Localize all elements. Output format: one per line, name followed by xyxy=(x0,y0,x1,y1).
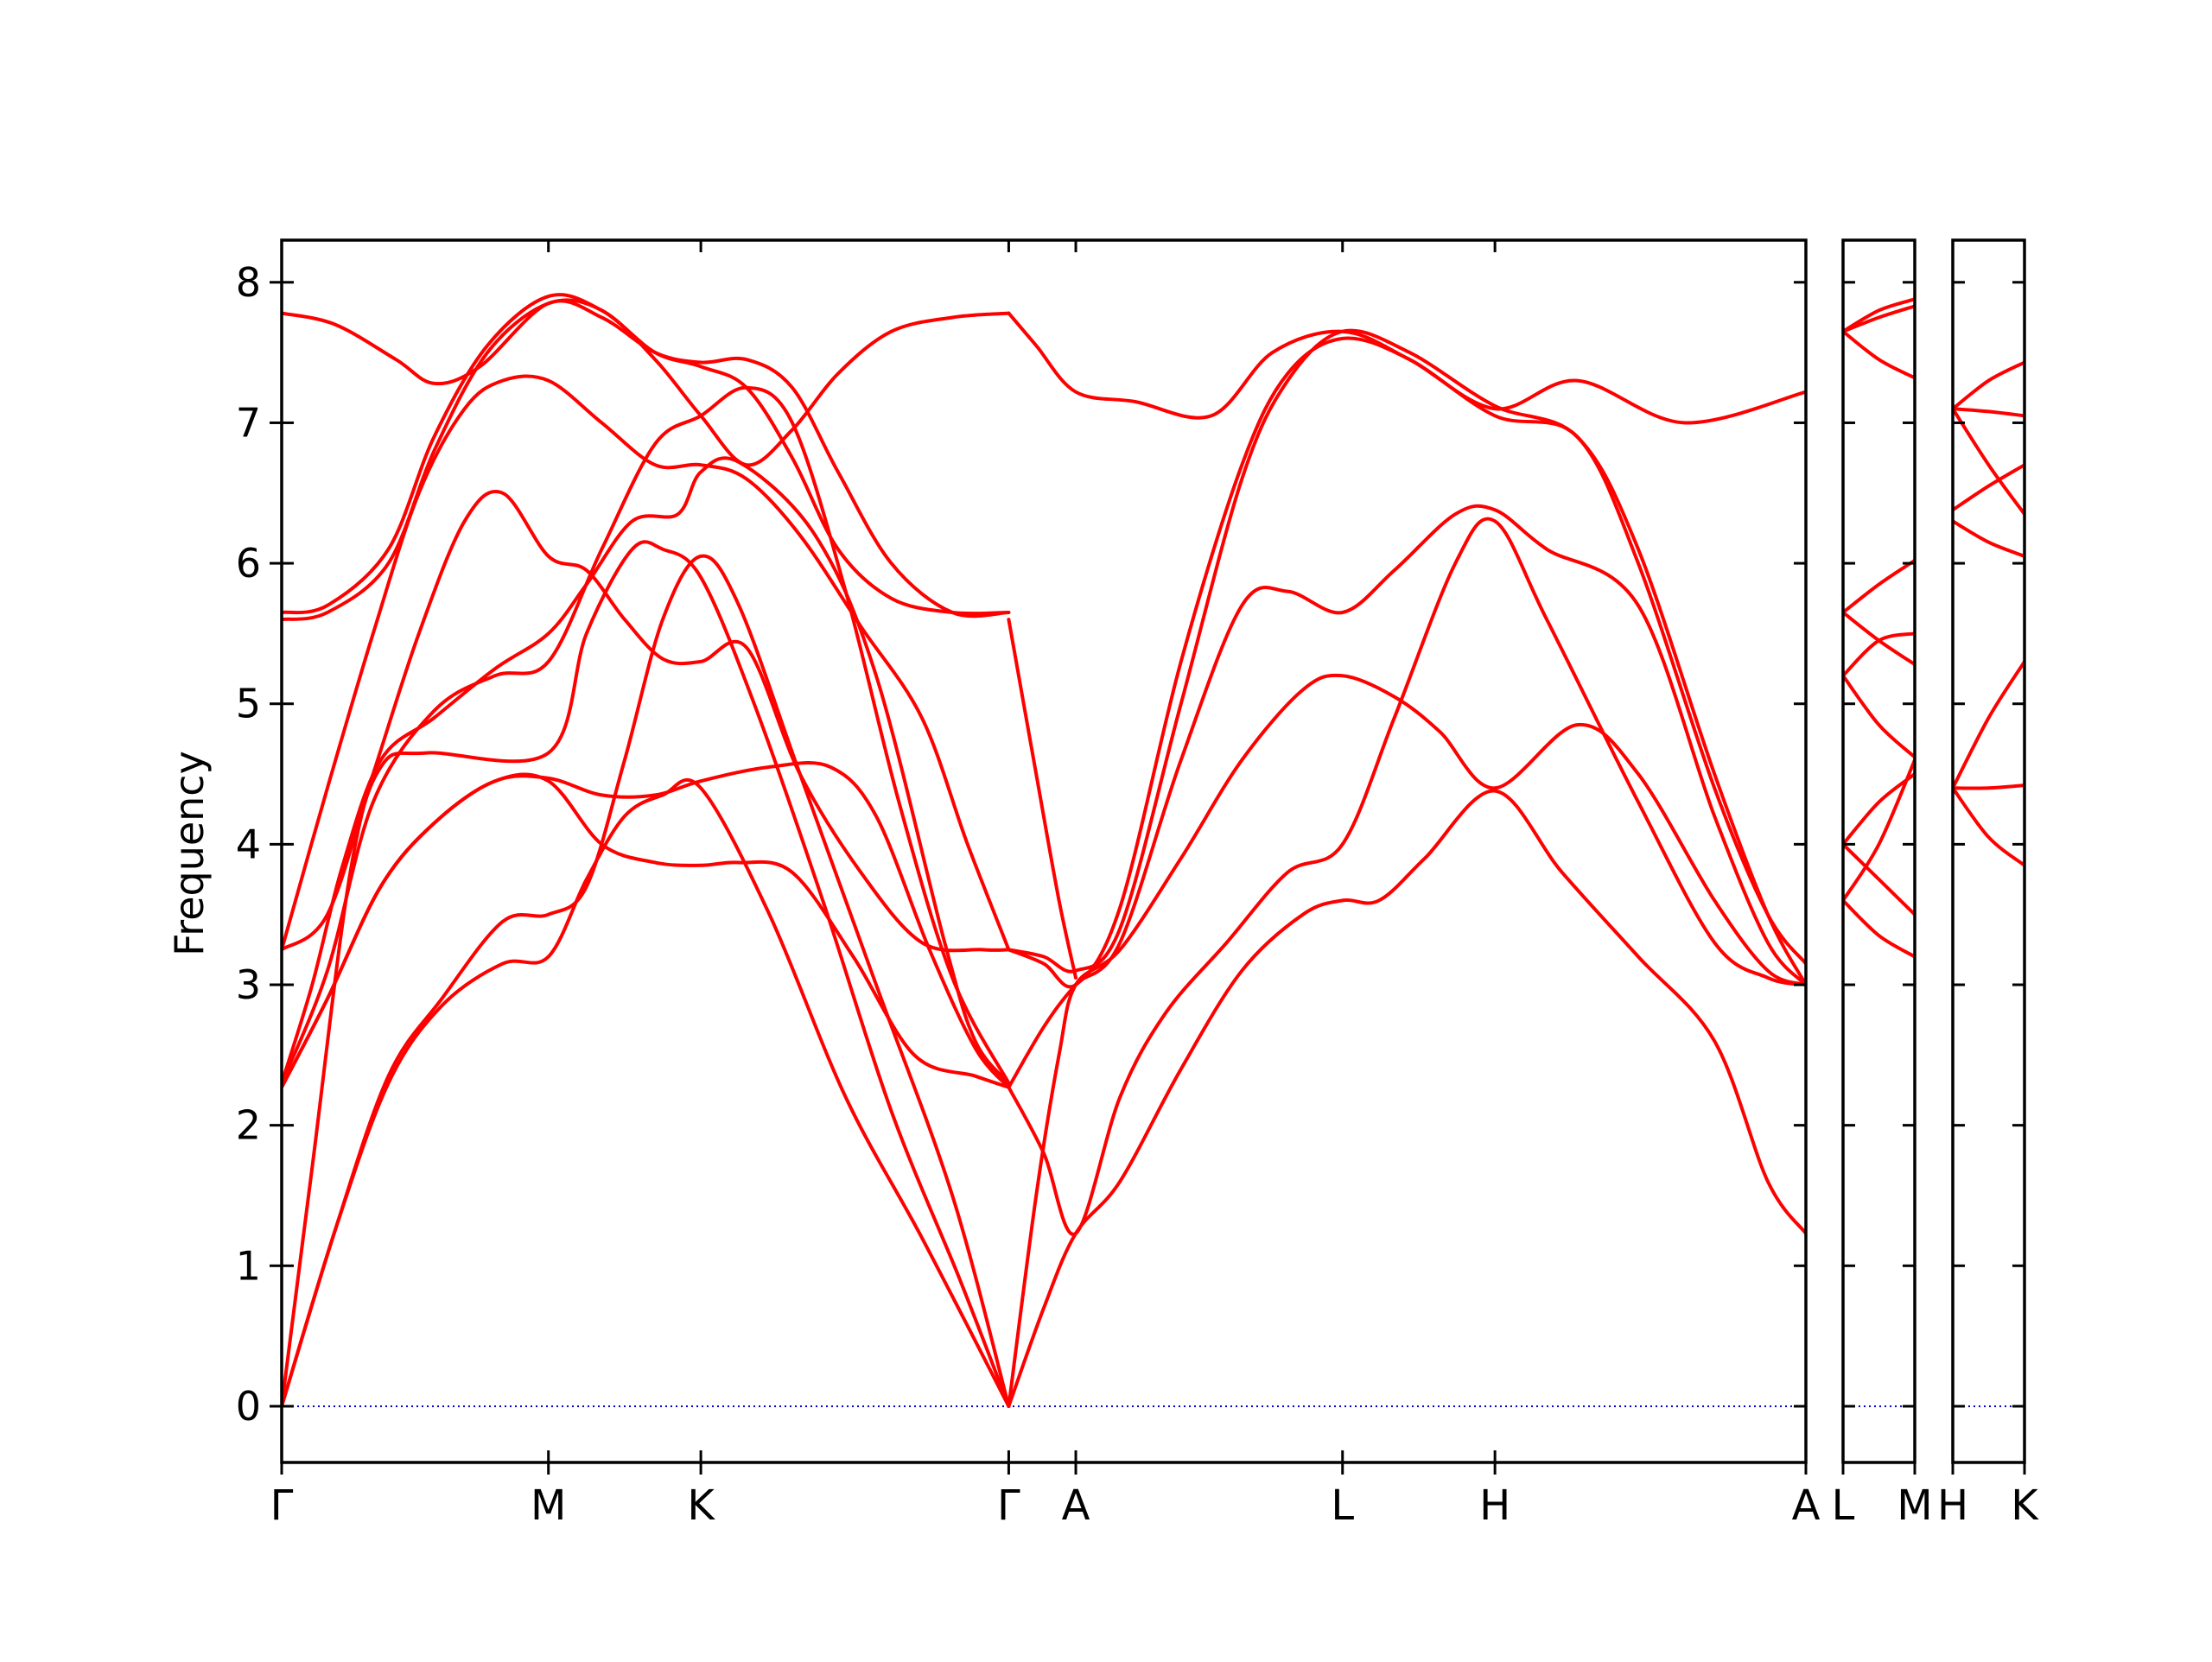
band-line-3 xyxy=(282,540,1011,1408)
panel-frame xyxy=(280,238,1808,1464)
x-tick-label: H xyxy=(1937,1481,1968,1530)
y-tick-label: 8 xyxy=(236,259,261,306)
band-line-1 xyxy=(282,777,1011,1408)
y-tick-label: 4 xyxy=(236,821,261,867)
y-tick-label: 5 xyxy=(236,681,261,727)
band-lines xyxy=(1953,360,2024,867)
band-line-6 xyxy=(1953,783,2024,790)
band-line-14 xyxy=(1007,311,1806,425)
y-tick-label: 1 xyxy=(236,1242,261,1289)
band-line-11 xyxy=(1843,898,1915,959)
band-line-20 xyxy=(1007,328,1806,986)
band-line-6 xyxy=(282,456,1011,1085)
band-line-2 xyxy=(282,554,1011,1408)
band-line-6 xyxy=(1843,631,1915,678)
panel-frame xyxy=(1841,238,1916,1464)
band-line-13 xyxy=(1007,618,1077,980)
band-line-7 xyxy=(282,385,1011,1085)
x-tick-label: A xyxy=(1062,1481,1090,1530)
band-line-2 xyxy=(1953,360,2024,411)
x-tick-label: H xyxy=(1479,1481,1510,1530)
band-line-17 xyxy=(1007,517,1806,1236)
band-line-15 xyxy=(1007,789,1806,1408)
y-tick-label: 3 xyxy=(236,961,261,1008)
band-line-19 xyxy=(1007,336,1806,989)
band-line-3 xyxy=(1953,407,2024,517)
band-line-5 xyxy=(282,772,1011,1089)
band-line-16 xyxy=(1007,673,1806,1408)
x-tick-label: A xyxy=(1792,1481,1821,1530)
band-line-7 xyxy=(1843,674,1915,759)
y-tick-label: 0 xyxy=(236,1383,261,1430)
y-tick-label: 6 xyxy=(236,540,261,587)
x-tick-label: K xyxy=(2011,1481,2039,1530)
band-line-9 xyxy=(282,374,1011,952)
x-tick-label: Γ xyxy=(997,1481,1020,1530)
x-tick-label: M xyxy=(531,1481,566,1530)
band-line-11 xyxy=(282,293,1011,616)
band-line-9 xyxy=(1843,842,1915,917)
band-lines xyxy=(1843,297,1915,959)
band-line-8 xyxy=(1953,786,2024,867)
band-line-4 xyxy=(1843,558,1915,614)
band-line-10 xyxy=(1843,758,1915,903)
band-line-18 xyxy=(1007,504,1806,1089)
band-line-5 xyxy=(1843,611,1915,667)
x-tick-label: L xyxy=(1331,1481,1354,1530)
band-line-10 xyxy=(282,298,1011,622)
y-tick-label: 7 xyxy=(236,399,261,446)
x-tick-label: M xyxy=(1897,1481,1932,1530)
x-tick-label: L xyxy=(1832,1481,1855,1530)
y-tick-label: 2 xyxy=(236,1102,261,1149)
y-axis-label: Frequency xyxy=(166,751,213,956)
band-line-2 xyxy=(1843,304,1915,333)
band-line-5 xyxy=(1953,519,2024,558)
band-line-7 xyxy=(1953,659,2024,790)
band-line-3 xyxy=(1843,329,1915,380)
x-tick-label: Γ xyxy=(270,1481,294,1530)
band-lines xyxy=(282,293,1806,1408)
panel-frame xyxy=(1951,238,2026,1464)
x-tick-label: K xyxy=(687,1481,715,1530)
band-line-1 xyxy=(1953,407,2024,418)
band-line-4 xyxy=(1953,463,2024,512)
band-line-8 xyxy=(282,490,1011,953)
band-line-12 xyxy=(282,299,1011,618)
